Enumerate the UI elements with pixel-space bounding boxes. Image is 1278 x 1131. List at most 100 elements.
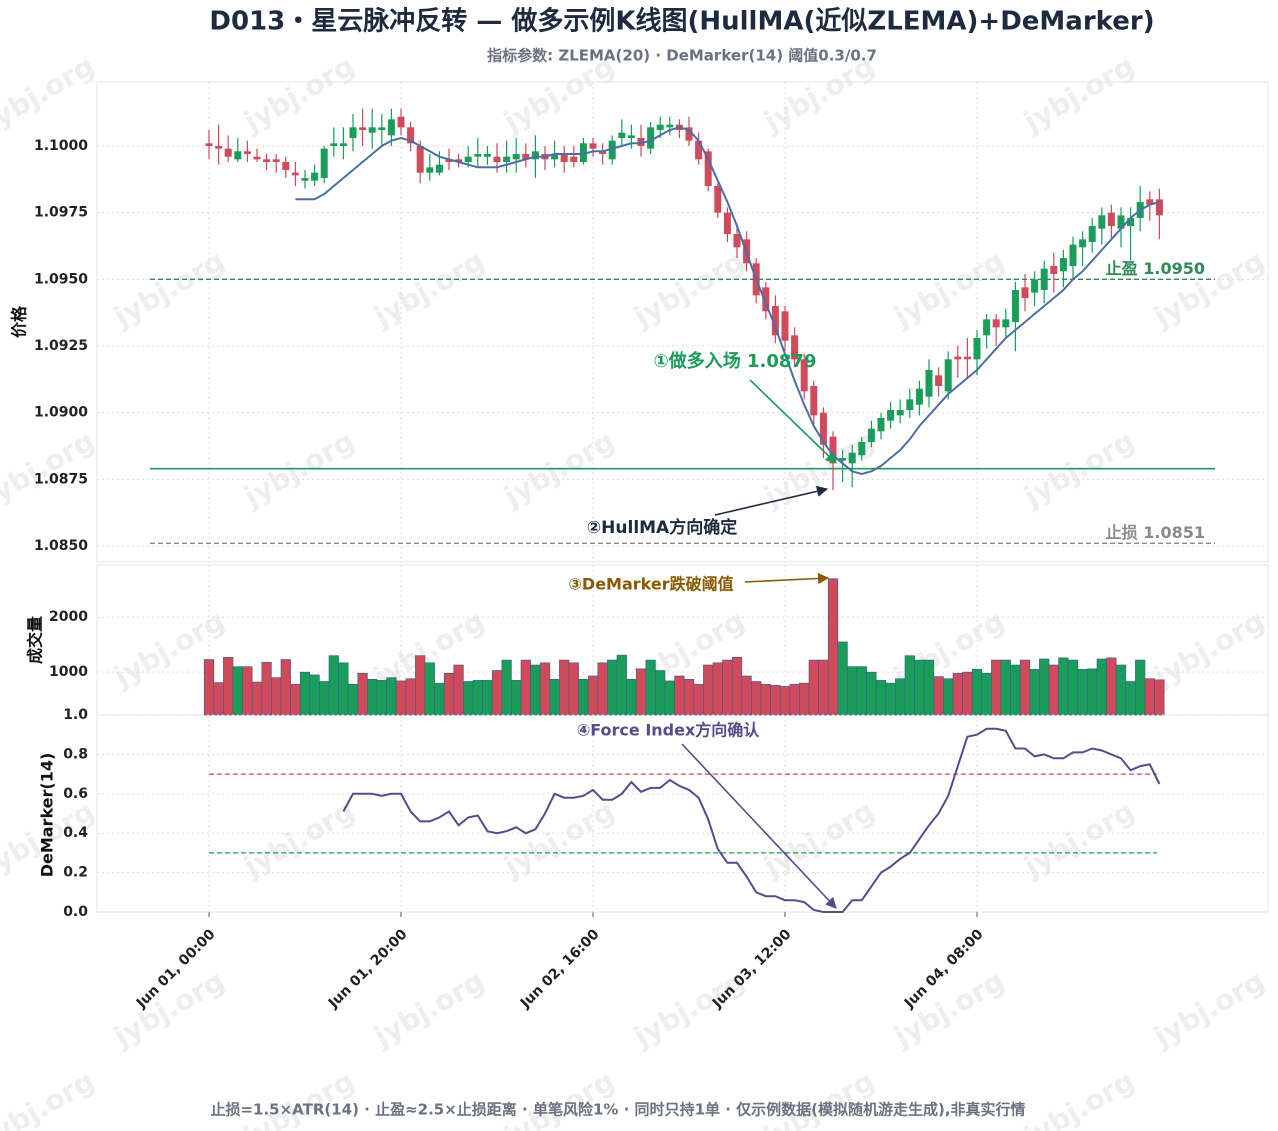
candle-body bbox=[887, 410, 895, 421]
annotation: ④Force Index方向确认 bbox=[577, 721, 761, 740]
candle-body bbox=[464, 156, 472, 162]
candle-body bbox=[1050, 266, 1058, 274]
volume-bar bbox=[885, 682, 896, 716]
candle-body bbox=[810, 386, 818, 416]
volume-bar bbox=[981, 672, 992, 716]
volume-bar bbox=[674, 675, 685, 716]
candle-body bbox=[867, 428, 875, 442]
candle-body bbox=[1127, 218, 1135, 226]
volume-bar bbox=[415, 655, 426, 716]
volume-bar bbox=[1048, 664, 1059, 716]
volume-bar bbox=[587, 675, 599, 716]
x-tick-label: Jun 01, 20:00 bbox=[325, 926, 411, 1012]
watermark: jybj.org bbox=[238, 794, 360, 884]
candle-body bbox=[1088, 226, 1096, 242]
volume-bar bbox=[1019, 659, 1031, 716]
candle-body bbox=[378, 127, 386, 130]
candle-body bbox=[637, 138, 645, 146]
volume-bar bbox=[626, 678, 637, 716]
candle-body bbox=[397, 116, 405, 128]
candle-body bbox=[455, 159, 463, 162]
indicator-line bbox=[342, 727, 1161, 913]
candle-body bbox=[647, 127, 655, 149]
volume-bar bbox=[1077, 669, 1088, 716]
x-tick-label: Jun 03, 12:00 bbox=[709, 926, 795, 1012]
y-tick-label: 1.0950 bbox=[34, 271, 88, 287]
watermark: jybj.org bbox=[1018, 49, 1140, 139]
watermark: jybj.org bbox=[1018, 794, 1140, 884]
candle-body bbox=[1146, 199, 1154, 205]
volume-bar bbox=[261, 661, 272, 716]
watermark: jybj.org bbox=[888, 244, 1010, 334]
y-axis-label: 价格 bbox=[10, 305, 29, 338]
candle-body bbox=[877, 418, 885, 432]
candle-body bbox=[445, 159, 453, 162]
volume-bar bbox=[607, 659, 618, 716]
y-tick-label: 1000 bbox=[49, 664, 88, 680]
volume-bar bbox=[232, 666, 243, 716]
volume-bar bbox=[847, 666, 858, 716]
volume-bar bbox=[376, 680, 387, 716]
watermark: jybj.org bbox=[758, 794, 880, 884]
candle-body bbox=[925, 370, 933, 397]
watermark: jybj.org bbox=[238, 1064, 360, 1131]
candle-body bbox=[858, 442, 866, 456]
volume-bar bbox=[1125, 681, 1136, 716]
volume-bar bbox=[568, 662, 579, 716]
volume-bar bbox=[424, 662, 435, 716]
watermark: jybj.org bbox=[1148, 244, 1270, 334]
watermark: jybj.org bbox=[628, 244, 750, 334]
candle-body bbox=[656, 124, 664, 130]
candle-body bbox=[215, 146, 223, 149]
volume-bar bbox=[1096, 658, 1107, 716]
candle-body bbox=[992, 319, 1000, 328]
volume-bar bbox=[491, 670, 503, 716]
volume-bar bbox=[645, 659, 656, 716]
volume-bar bbox=[703, 664, 714, 716]
candle-body bbox=[301, 178, 309, 181]
candle-body bbox=[311, 172, 319, 181]
y-tick-label: 1.1000 bbox=[34, 138, 88, 154]
candle-body bbox=[522, 154, 530, 160]
y-tick-label: 0.2 bbox=[63, 865, 88, 881]
volume-bar bbox=[866, 671, 877, 716]
volume-bar bbox=[347, 683, 359, 716]
volume-bar bbox=[213, 682, 224, 716]
volume-bar bbox=[635, 668, 647, 716]
candle-body bbox=[1079, 239, 1087, 248]
candle-body bbox=[1011, 290, 1019, 322]
volume-bar bbox=[1135, 659, 1146, 716]
watermark: jybj.org bbox=[1018, 1064, 1140, 1131]
volume-bar bbox=[760, 683, 771, 716]
volume-bar bbox=[1039, 658, 1050, 716]
volume-bar bbox=[539, 662, 551, 716]
volume-bar bbox=[722, 659, 733, 716]
candle-body bbox=[1002, 319, 1010, 328]
volume-bar bbox=[875, 680, 887, 716]
y-tick-label: 1.0 bbox=[63, 707, 88, 723]
candle-body bbox=[272, 159, 280, 162]
volume-bar bbox=[731, 657, 743, 716]
volume-bar bbox=[799, 682, 810, 716]
annotation-arrow bbox=[681, 743, 837, 909]
candle-body bbox=[915, 388, 923, 405]
volume-bar bbox=[520, 659, 531, 716]
volume-bar bbox=[1010, 664, 1021, 716]
candle-body bbox=[493, 156, 501, 162]
volume-bar bbox=[904, 655, 915, 716]
volume-bar bbox=[914, 659, 925, 716]
volume-bar bbox=[328, 655, 339, 716]
candle-body bbox=[983, 319, 991, 336]
candle-body bbox=[599, 151, 607, 154]
candle-body bbox=[1040, 268, 1048, 290]
y-axis-label: DeMarker(14) bbox=[38, 753, 57, 878]
volume-bar bbox=[482, 680, 493, 716]
candle-body bbox=[1155, 199, 1163, 216]
candle-body bbox=[320, 148, 328, 178]
watermark: jybj.org bbox=[498, 794, 620, 884]
volume-bar bbox=[271, 677, 282, 716]
volume-bar bbox=[357, 672, 368, 716]
candle-body bbox=[608, 140, 616, 160]
candle-body bbox=[963, 356, 971, 360]
